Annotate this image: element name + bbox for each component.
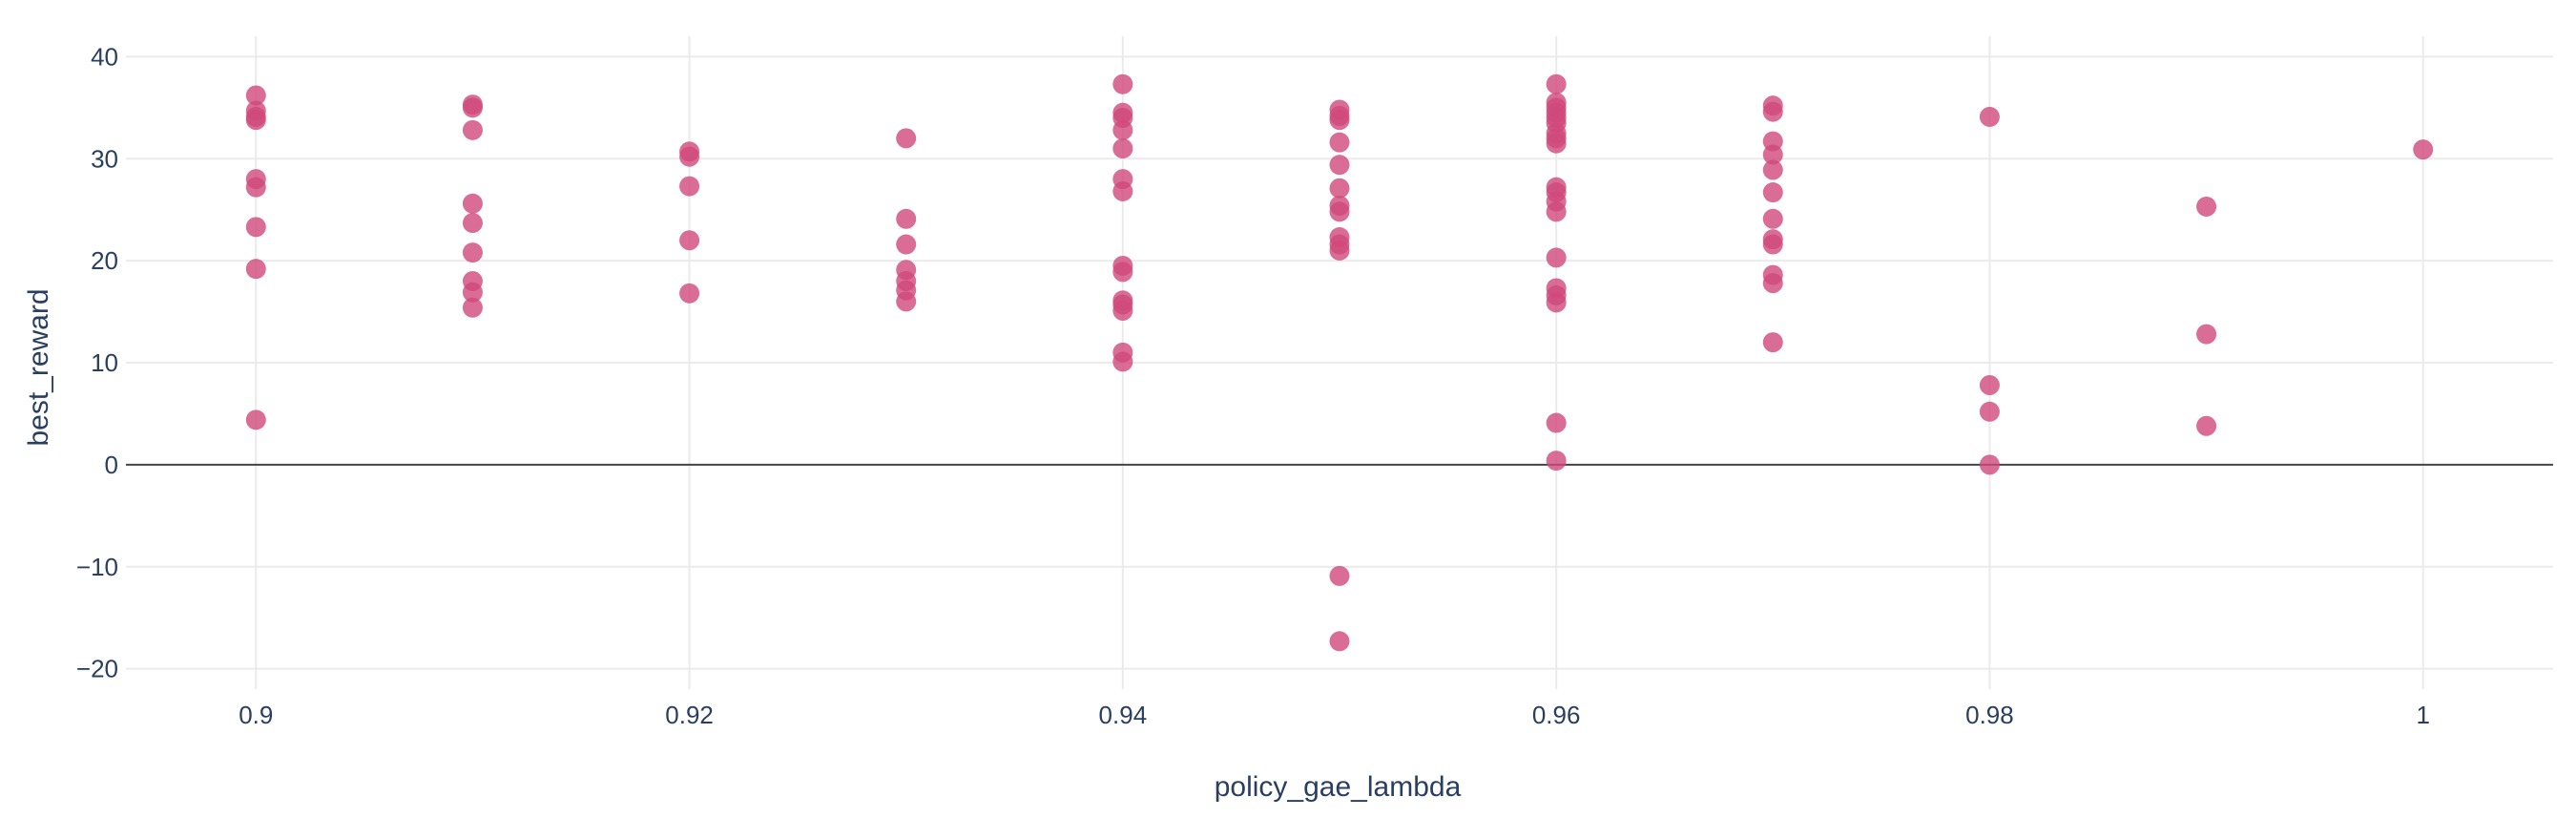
data-point bbox=[245, 85, 266, 106]
data-point bbox=[1546, 247, 1567, 268]
y-tick-label: 30 bbox=[91, 144, 118, 173]
y-axis-title: best_reward bbox=[23, 288, 54, 446]
data-point bbox=[679, 146, 700, 167]
data-point bbox=[1762, 332, 1783, 353]
data-point bbox=[1546, 292, 1567, 313]
data-point bbox=[1112, 351, 1133, 372]
data-point bbox=[1546, 451, 1567, 472]
data-point bbox=[245, 177, 266, 198]
y-tick-label: −20 bbox=[76, 655, 118, 683]
y-tick-label: 40 bbox=[91, 42, 118, 71]
data-point bbox=[462, 213, 483, 234]
data-point bbox=[896, 208, 917, 229]
data-point bbox=[1329, 155, 1350, 176]
data-point bbox=[1329, 178, 1350, 199]
data-point bbox=[1762, 273, 1783, 294]
data-point bbox=[462, 282, 483, 303]
data-point bbox=[1329, 132, 1350, 153]
x-tick-label: 0.96 bbox=[1532, 701, 1581, 729]
data-point bbox=[1762, 101, 1783, 122]
x-axis-ticks: 0.9 0.92 0.94 0.96 0.98 1 bbox=[239, 701, 2430, 729]
data-point bbox=[896, 234, 917, 255]
data-point bbox=[1979, 401, 2000, 422]
x-axis-title: policy_gae_lambda bbox=[1215, 771, 1462, 803]
data-point bbox=[1979, 454, 2000, 475]
data-point bbox=[679, 176, 700, 197]
data-points-layer bbox=[245, 73, 2434, 652]
data-point bbox=[1546, 201, 1567, 222]
data-point bbox=[896, 128, 917, 149]
y-tick-label: −10 bbox=[76, 553, 118, 581]
data-point bbox=[1112, 180, 1133, 201]
data-point bbox=[1329, 201, 1350, 222]
x-tick-label: 1 bbox=[2416, 701, 2429, 729]
data-point bbox=[1112, 300, 1133, 321]
data-point bbox=[1329, 110, 1350, 131]
y-tick-label: 0 bbox=[105, 451, 118, 479]
data-point bbox=[462, 119, 483, 140]
data-point bbox=[1979, 375, 2000, 396]
x-tick-label: 0.98 bbox=[1965, 701, 2014, 729]
x-tick-label: 0.92 bbox=[665, 701, 714, 729]
data-point bbox=[1546, 133, 1567, 154]
data-point bbox=[1762, 144, 1783, 165]
data-point bbox=[1329, 240, 1350, 261]
x-tick-label: 0.94 bbox=[1099, 701, 1148, 729]
data-point bbox=[462, 97, 483, 118]
data-point bbox=[1112, 138, 1133, 159]
data-point bbox=[462, 297, 483, 318]
data-point bbox=[1112, 262, 1133, 283]
data-point bbox=[462, 242, 483, 263]
data-point bbox=[245, 110, 266, 131]
y-tick-label: 10 bbox=[91, 348, 118, 377]
data-point bbox=[679, 230, 700, 251]
data-point bbox=[1762, 159, 1783, 180]
data-point bbox=[1762, 208, 1783, 229]
data-point bbox=[1979, 106, 2000, 127]
data-point bbox=[1762, 182, 1783, 203]
data-point bbox=[1329, 565, 1350, 586]
data-point bbox=[896, 291, 917, 312]
data-point bbox=[2196, 324, 2217, 345]
data-point bbox=[679, 283, 700, 304]
data-point bbox=[245, 217, 266, 238]
y-tick-label: 20 bbox=[91, 246, 118, 275]
data-point bbox=[245, 259, 266, 280]
x-tick-label: 0.9 bbox=[239, 701, 273, 729]
data-point bbox=[1546, 412, 1567, 433]
data-point bbox=[245, 409, 266, 430]
data-point bbox=[2196, 196, 2217, 217]
data-point bbox=[1112, 73, 1133, 94]
data-point bbox=[1112, 119, 1133, 140]
data-point bbox=[1546, 73, 1567, 94]
data-point bbox=[1762, 234, 1783, 255]
data-point bbox=[1329, 631, 1350, 652]
data-point bbox=[2196, 415, 2217, 436]
data-point bbox=[2413, 139, 2434, 160]
data-point bbox=[462, 193, 483, 214]
y-axis-ticks: −20 −10 0 10 20 30 40 bbox=[76, 42, 118, 682]
